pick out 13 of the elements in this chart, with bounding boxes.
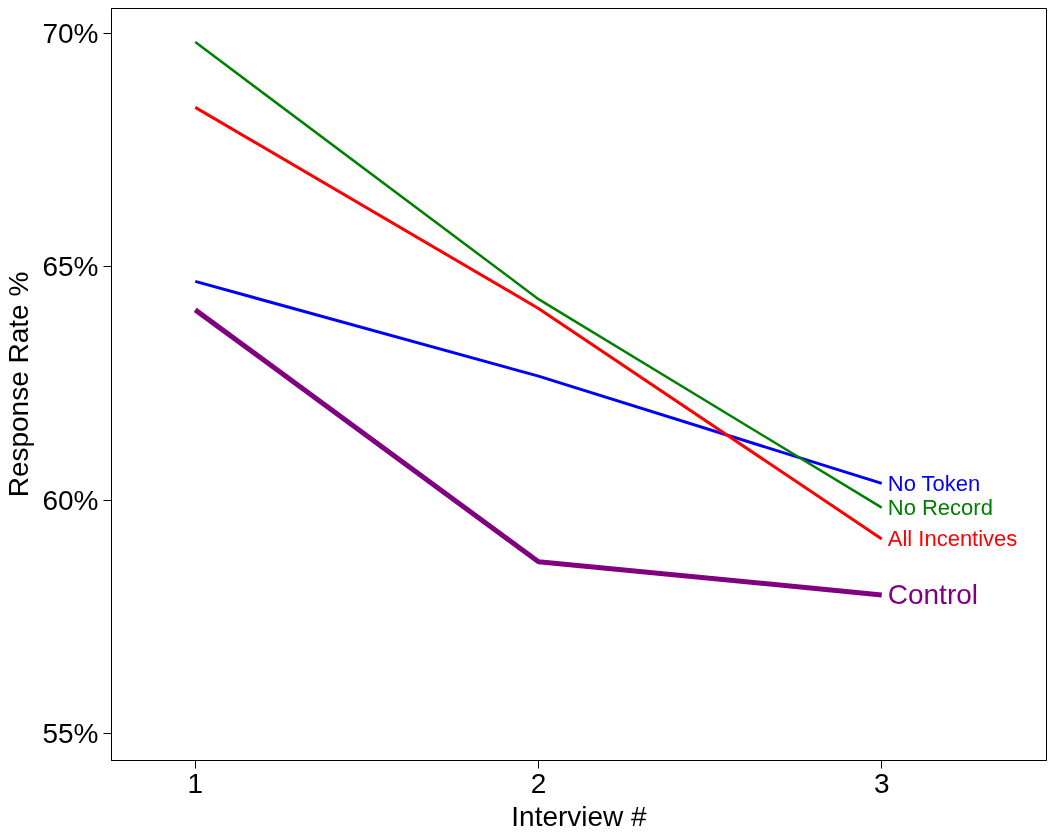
series-label: No Record: [887, 495, 993, 521]
x-tick-label: 3: [873, 767, 890, 799]
y-tick-label: 60%: [42, 484, 99, 516]
y-tick-label: 70%: [42, 18, 99, 50]
x-tick-label: 2: [530, 767, 547, 799]
y-axis-title: Response Rate %: [3, 271, 35, 498]
y-tick-label: 65%: [42, 251, 99, 283]
series-label: Control: [887, 579, 979, 611]
y-tick-label: 55%: [42, 717, 99, 749]
series-label: All Incentives: [887, 526, 1018, 552]
x-tick-label: 1: [187, 767, 204, 799]
x-axis-title: Interview #: [511, 800, 648, 832]
series-label: No Token: [887, 470, 981, 496]
